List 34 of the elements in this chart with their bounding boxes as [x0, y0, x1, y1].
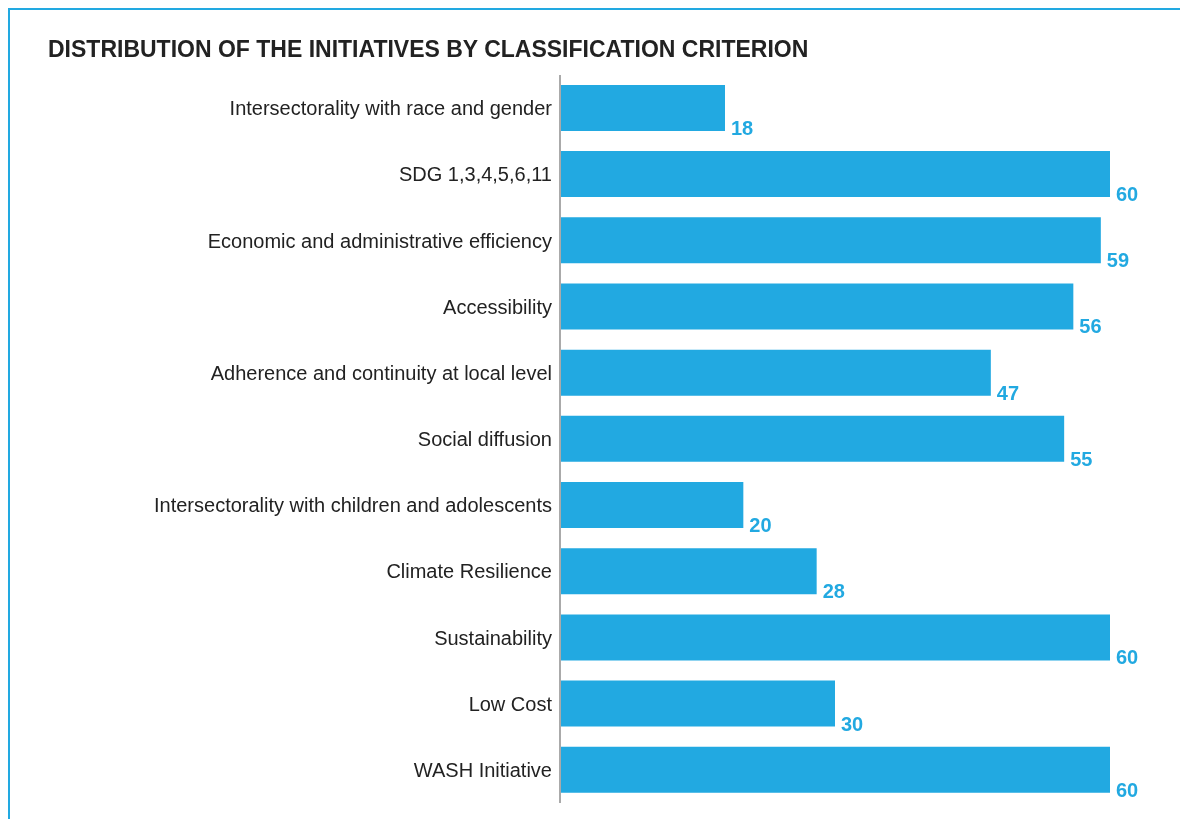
data-label: 18 [731, 116, 754, 139]
data-label: 60 [1116, 778, 1139, 801]
data-label: 56 [1079, 315, 1102, 338]
bar [560, 283, 1074, 330]
bar [560, 349, 991, 396]
bar [560, 746, 1110, 793]
bar [560, 548, 817, 595]
bar [560, 151, 1110, 198]
y-tick-label: Sustainability [434, 626, 552, 649]
y-tick-label: WASH Initiative [413, 759, 552, 782]
y-tick-label: Intersectorality with race and gender [229, 97, 553, 120]
bar [560, 680, 835, 727]
data-label: 20 [749, 514, 772, 537]
data-label: 59 [1106, 249, 1130, 272]
y-tick-label: Economic and administrative efficiency [207, 229, 552, 252]
data-label: 60 [1116, 646, 1139, 669]
chart-title: DISTRIBUTION OF THE INITIATIVES BY CLASSIFICATION CRITERION [47, 35, 810, 63]
y-tick-label: Intersectorality with children and adolescents [154, 494, 552, 517]
data-label: 60 [1116, 183, 1139, 206]
bar [560, 614, 1110, 661]
y-tick-label: Accessibility [443, 295, 552, 318]
bar [560, 415, 1065, 462]
y-tick-label: Social diffusion [417, 428, 552, 451]
bar [560, 482, 744, 529]
y-tick-label: Low Cost [468, 692, 553, 715]
bar [560, 84, 725, 131]
y-tick-label: Climate Resilience [386, 560, 552, 583]
data-label: 30 [841, 712, 864, 735]
data-label: 55 [1070, 447, 1093, 470]
data-label: 28 [822, 580, 845, 603]
data-label: 47 [996, 381, 1020, 404]
bar [560, 217, 1101, 264]
y-tick-label: SDG 1,3,4,5,6,11 [398, 163, 552, 186]
y-tick-label: Adherence and continuity at local level [210, 361, 552, 384]
